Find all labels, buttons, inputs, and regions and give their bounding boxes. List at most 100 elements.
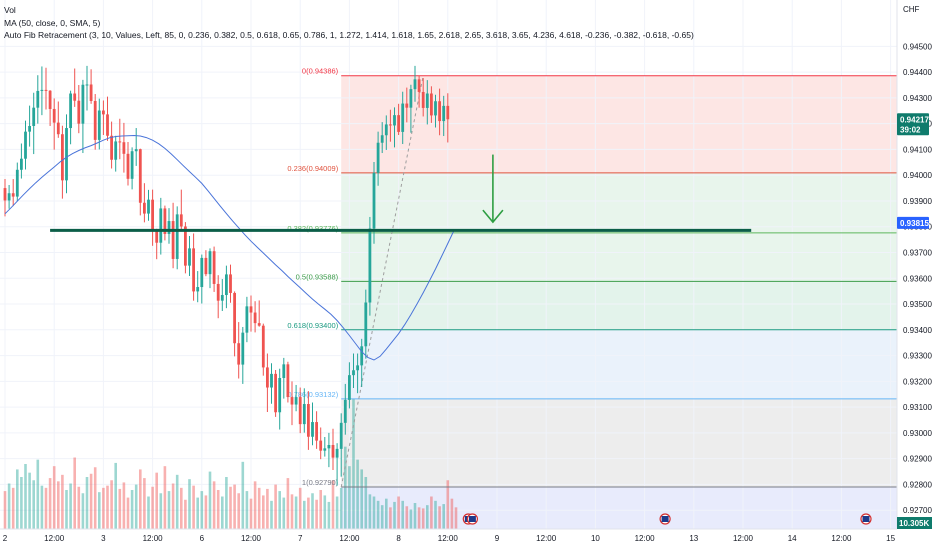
legend-fib[interactable]: Auto Fib Retracement (3, 10, Values, Lef… <box>4 30 694 40</box>
candle-body <box>298 397 302 425</box>
volume-bar <box>298 487 302 529</box>
volume-bar <box>241 461 245 529</box>
volume-bar <box>69 483 72 529</box>
time-tick-label: 3 <box>101 534 106 543</box>
candle-body <box>253 312 257 324</box>
volume-bar <box>331 480 335 529</box>
candle-body <box>397 115 400 132</box>
candle-body <box>155 229 159 243</box>
volume-bar <box>130 490 134 529</box>
candle-body <box>343 399 347 423</box>
price-tick-label: 0.93600 <box>903 274 932 283</box>
candle-body <box>446 105 450 120</box>
candle-body <box>307 404 310 437</box>
volume-bar <box>20 477 23 529</box>
volume-bar <box>192 485 195 529</box>
volume-bar <box>307 497 310 529</box>
fib-zone <box>341 232 897 282</box>
candle-body <box>286 364 290 398</box>
candle-body <box>220 295 224 301</box>
ma-line <box>4 134 455 361</box>
volume-bar <box>323 495 327 529</box>
volume-bar <box>397 496 400 529</box>
volume-bar <box>303 500 306 529</box>
candle-body <box>81 84 85 124</box>
volume-bar <box>421 508 425 529</box>
volume-bar <box>294 496 298 529</box>
candle-body <box>335 448 339 458</box>
volume-bar <box>188 479 191 529</box>
candle-body <box>48 90 52 109</box>
fib-zone <box>341 75 897 173</box>
candle-body <box>20 158 23 170</box>
candle-body <box>376 142 380 173</box>
candle-body <box>159 208 163 243</box>
price-tick-label: 0.94100 <box>903 145 932 154</box>
fib-trend-line <box>340 75 424 488</box>
volume-bar <box>266 488 269 529</box>
time-tick-label: 15 <box>886 534 895 543</box>
volume-bar <box>454 507 458 529</box>
last-price-tag <box>897 113 929 136</box>
volume-bar <box>364 477 368 529</box>
volume-bar <box>237 493 240 529</box>
time-tick-label: 7 <box>298 534 303 543</box>
candle-body <box>413 79 417 90</box>
fib-label: 0.5(0.93588) <box>296 272 339 281</box>
candle-body <box>225 274 228 296</box>
volume-bar <box>159 493 163 529</box>
candle-body <box>56 122 60 135</box>
candle-body <box>7 193 11 201</box>
candle-body <box>323 448 327 451</box>
price-tick-label: 0.93000 <box>903 429 932 438</box>
volume-bar <box>11 487 15 529</box>
volume-bar <box>335 496 339 529</box>
volume-bar <box>212 481 216 529</box>
volume-bar <box>61 474 64 529</box>
volume-bar <box>282 497 286 529</box>
down-arrow-head <box>482 209 504 224</box>
candle-body <box>237 343 241 365</box>
candle-body <box>204 257 208 275</box>
volume-bar <box>139 469 142 529</box>
volume-bar <box>147 496 150 529</box>
volume-bar <box>28 472 31 529</box>
candle-body <box>40 89 44 91</box>
volume-bar <box>204 495 208 529</box>
volume-bar <box>344 446 347 529</box>
volume-bar <box>278 491 281 529</box>
candles <box>3 65 450 486</box>
time-tick-label: 12:00 <box>536 534 557 543</box>
volume-bar <box>77 486 81 529</box>
candle-body <box>438 101 441 122</box>
candle-body <box>93 100 97 140</box>
candle-body <box>356 365 359 371</box>
candle-body <box>134 149 138 152</box>
candle-body <box>430 93 433 116</box>
volume-bar <box>434 500 437 529</box>
volume-bar <box>233 484 236 529</box>
volume-bar <box>339 487 343 529</box>
legend-vol[interactable]: Vol <box>4 5 16 15</box>
candle-body <box>266 367 269 388</box>
price-tick-label: 0.94000 <box>903 171 932 180</box>
candle-body <box>61 134 64 181</box>
volume-bar <box>393 501 396 529</box>
marked-price-tag <box>897 216 929 229</box>
time-axis <box>0 529 932 550</box>
fib-zone <box>341 398 897 487</box>
candle-body <box>372 172 376 229</box>
volume-bar <box>380 505 384 529</box>
candle-body <box>11 193 15 197</box>
candle-body <box>352 370 355 376</box>
candle-body <box>32 107 36 126</box>
legend-ma[interactable]: MA (50, close, 0, SMA, 5) <box>4 18 101 28</box>
candle-body <box>179 214 183 227</box>
volume-bar <box>85 477 89 529</box>
candle-body <box>175 214 179 259</box>
time-tick-label: 12:00 <box>339 534 360 543</box>
candle-body <box>290 397 294 405</box>
